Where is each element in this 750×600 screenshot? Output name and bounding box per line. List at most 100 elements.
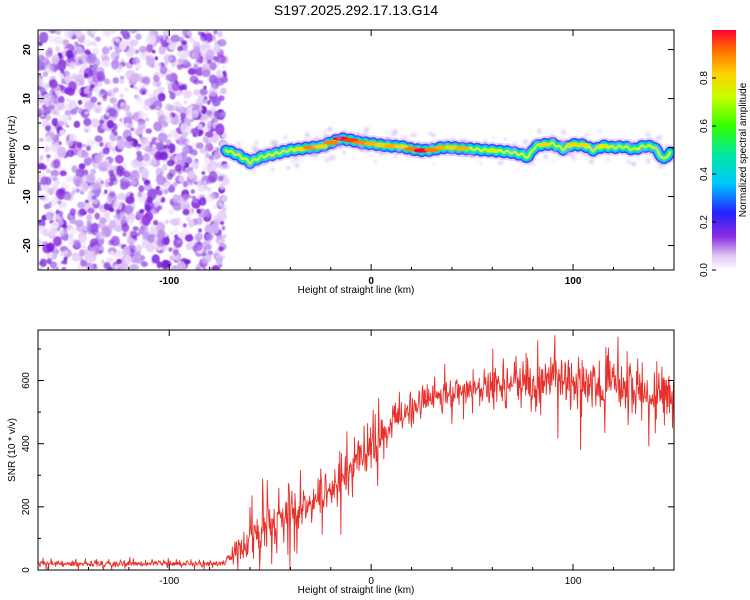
speckle [598,129,602,133]
track-peak [596,143,611,149]
noise-blob [172,181,178,188]
noise-blob [206,49,215,57]
noise-blob [38,238,43,249]
noise-blob [177,45,183,52]
noise-blob [204,146,209,153]
speckle [357,142,362,147]
speckle [305,133,310,138]
noise-blob [133,73,144,82]
track-peak [323,140,339,145]
noise-blob [56,59,66,71]
speckle [560,139,566,145]
snr-frame [37,329,675,571]
noise-blob [132,226,139,232]
speckle [251,154,256,159]
noise-blob [132,234,137,240]
speckle [518,160,521,163]
noise-blob [216,69,222,77]
speckle [608,152,612,156]
noise-blob [67,115,72,121]
noise-blob [151,137,159,146]
speckle [573,158,577,162]
speckle [645,132,651,138]
noise-blob [172,249,179,256]
noise-blob [182,208,190,216]
noise-blob [135,49,139,54]
track-peak [537,142,552,147]
spectrogram-plot-area [38,30,674,270]
noise-blob [38,30,42,33]
noise-blob [220,220,225,225]
y-tick-label: 600 [21,372,32,389]
noise-blob [194,242,203,252]
noise-blob [96,71,106,82]
noise-blob [205,152,210,159]
noise-blob [219,183,225,190]
speckle [551,132,554,135]
noise-blob [171,81,181,92]
noise-blob [146,243,155,253]
noise-blob [108,181,114,187]
noise-blob [103,211,111,219]
noise-blob [171,266,178,270]
noise-blob [80,182,89,193]
speckle [492,136,495,139]
noise-blob [39,154,44,161]
noise-blob [204,62,210,68]
speckle [300,159,304,163]
noise-blob [162,260,172,268]
speckle [224,164,230,170]
noise-blob [124,122,130,128]
noise-blob [87,222,92,226]
noise-blob [116,138,127,150]
noise-blob [52,158,61,169]
speckle [280,151,284,155]
noise-blob [190,110,200,119]
noise-blob [172,194,180,203]
noise-blob [102,94,108,100]
noise-blob [187,157,193,165]
noise-blob [70,108,78,115]
noise-blob [156,261,163,269]
noise-blob [154,56,158,61]
x-tick-label: -100 [159,276,179,287]
speckle [627,140,633,146]
speckle [324,157,330,163]
noise-blob [86,214,93,221]
noise-blob [136,154,144,162]
snr-plot-area [38,335,674,570]
speckle [511,147,517,153]
noise-blob [79,249,85,257]
noise-blob [169,92,176,100]
speckle [428,143,433,148]
noise-blob [64,87,71,95]
noise-blob [64,30,74,39]
noise-blob [73,120,81,128]
noise-blob [71,190,76,195]
noise-blob [62,233,69,241]
noise-blob [116,165,125,177]
speckle [533,139,538,144]
speckle [236,142,241,146]
noise-blob [61,266,67,270]
speckle [323,132,328,137]
noise-blob [45,114,52,121]
noise-blob [178,136,188,147]
noise-blob [158,45,166,55]
speckle [632,162,637,167]
noise-blob [119,211,126,219]
speckle [322,148,328,154]
speckle [509,148,512,151]
speckle [378,151,384,157]
noise-blob [178,175,186,183]
noise-blob [173,227,178,233]
noise-blob [168,210,174,214]
noise-blob [139,209,145,214]
noise-blob [205,139,212,147]
speckle [327,126,333,132]
noise-blob [91,195,97,200]
noise-blob [222,255,226,259]
speckle [393,154,398,159]
speckle [657,149,661,153]
